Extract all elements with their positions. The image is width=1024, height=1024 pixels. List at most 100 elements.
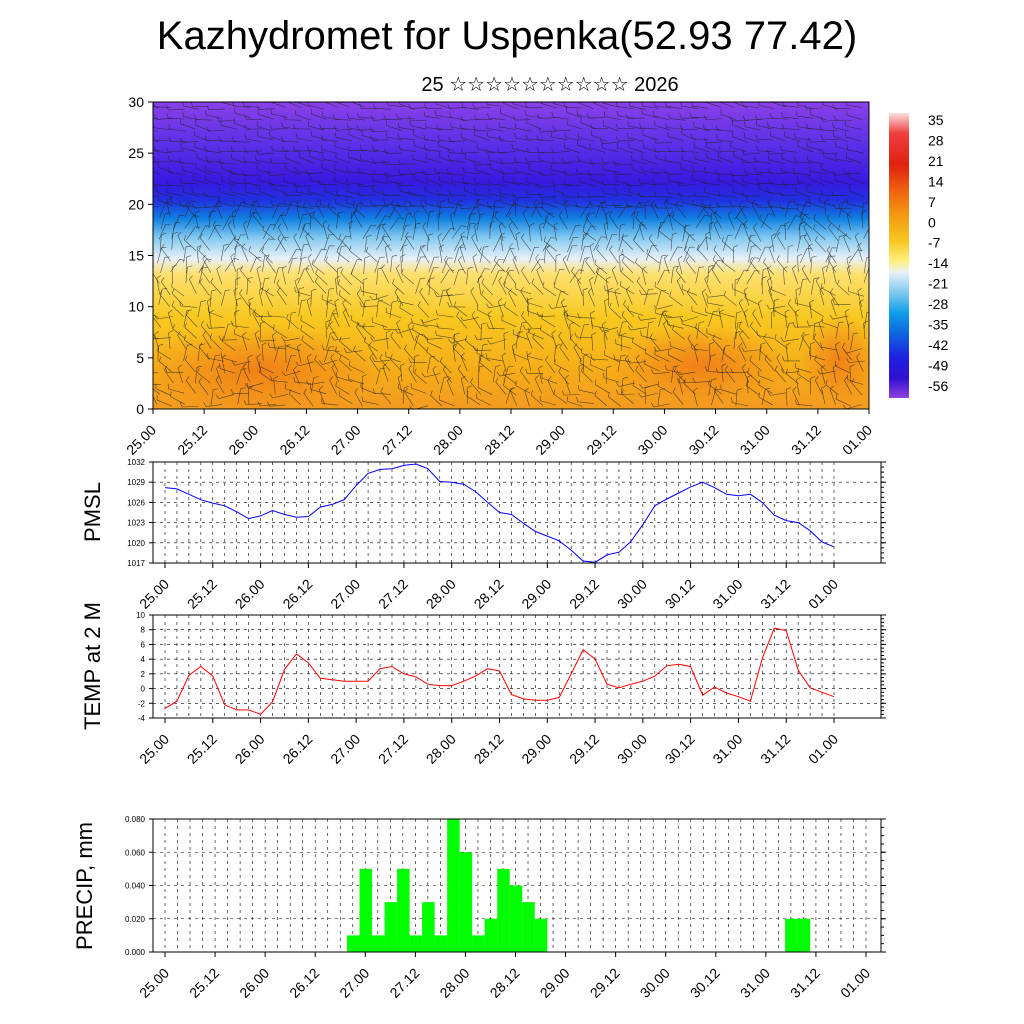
wind-barb	[843, 237, 851, 253]
wind-barb	[362, 135, 378, 140]
wind-barb-flag	[842, 404, 847, 409]
wind-barb-flag	[486, 201, 489, 207]
wind-barb	[821, 346, 838, 351]
wind-barb	[163, 369, 174, 384]
wind-barb	[657, 304, 673, 310]
colorbar-gradient	[889, 113, 909, 398]
wind-barb-flag	[396, 319, 401, 324]
wind-barb	[223, 324, 229, 340]
xsec-xtick-label: 27.12	[379, 422, 415, 458]
wind-barb-flag	[583, 353, 589, 356]
wind-barb	[478, 356, 480, 373]
wind-barb-flag	[704, 307, 707, 313]
wind-barb	[224, 238, 235, 252]
wind-barb-flag	[550, 131, 553, 137]
wind-barb-flag	[730, 368, 733, 373]
wind-barb-flag	[288, 389, 292, 395]
wind-barb-flag	[526, 177, 528, 183]
wind-barb-flag	[369, 126, 373, 132]
wind-barb	[498, 280, 507, 295]
wind-barb	[272, 215, 281, 230]
wind-barb	[590, 364, 606, 372]
wind-barb-flag	[613, 160, 616, 166]
wind-barb	[252, 215, 264, 228]
wind-barb	[760, 213, 769, 229]
wind-barb-flag	[473, 345, 476, 351]
wind-barb-flag	[626, 286, 631, 291]
wind-barb	[528, 151, 545, 154]
wind-barb-flag	[230, 388, 234, 394]
wind-barb	[488, 304, 505, 309]
wind-barb-flag	[194, 114, 197, 120]
wind-barb	[439, 247, 443, 264]
wind-barb-flag	[639, 289, 642, 295]
wind-barb	[749, 239, 762, 251]
wind-barb	[311, 113, 327, 120]
wind-barb	[337, 283, 351, 295]
wind-barb	[241, 246, 249, 262]
wind-barb	[503, 385, 517, 396]
wind-barb	[595, 384, 610, 394]
wind-barb	[243, 105, 260, 108]
wind-barb-flag	[295, 166, 297, 172]
wind-barb	[629, 105, 646, 110]
wind-barb	[738, 302, 747, 318]
wind-barb	[153, 205, 158, 208]
wind-barb	[615, 163, 632, 166]
wind-barb	[347, 171, 364, 174]
wind-barb	[538, 151, 555, 154]
wind-barb-flag	[498, 276, 503, 281]
wind-barb-flag	[594, 379, 597, 385]
wind-barb	[667, 127, 684, 129]
wind-barb	[797, 373, 811, 383]
wind-barb	[541, 377, 558, 384]
wind-barb	[771, 235, 775, 252]
wind-barb-flag	[479, 357, 482, 363]
wind-barb	[723, 295, 737, 306]
wind-barb-flag	[679, 317, 684, 322]
wind-barb	[642, 384, 658, 389]
wind-barb-flag	[622, 376, 628, 379]
wind-barb	[589, 279, 595, 296]
wind-barb-flag	[827, 214, 830, 220]
wind-barb	[157, 350, 172, 360]
wind-barb-flag	[204, 135, 207, 141]
wind-barb	[747, 377, 749, 394]
wind-barb-flag	[473, 160, 477, 166]
wind-barb	[641, 269, 647, 286]
wind-barb-flag	[679, 113, 682, 119]
wind-barb	[848, 291, 865, 297]
precip-bar	[797, 918, 811, 952]
wind-barb-flag	[417, 301, 421, 307]
wind-barb-flag	[480, 213, 486, 215]
wind-barb-flag	[200, 265, 204, 271]
wind-barb-flag	[420, 198, 424, 204]
xsec-xtick-label: 28.12	[481, 422, 517, 458]
wind-barb	[863, 228, 869, 239]
wind-barb	[308, 149, 325, 154]
wind-barb-flag	[706, 204, 712, 207]
wind-barb	[836, 398, 851, 407]
wind-barb-flag	[500, 232, 505, 236]
wind-barb-flag	[346, 122, 349, 128]
wind-barb-flag	[227, 220, 232, 225]
wind-barb-flag	[810, 376, 816, 379]
wind-barb	[182, 406, 199, 408]
wind-barb	[769, 152, 786, 155]
wind-barb-flag	[540, 325, 542, 331]
wind-barb	[501, 355, 507, 372]
wind-barb-flag	[678, 191, 682, 197]
wind-barb	[273, 378, 276, 395]
wind-barb-flag	[199, 278, 203, 283]
wind-barb-flag	[153, 333, 156, 339]
wind-barb	[515, 161, 532, 165]
wind-barb	[770, 392, 787, 396]
wind-barb-flag	[210, 277, 214, 283]
wind-barb	[361, 149, 378, 152]
wind-barb-flag	[512, 192, 515, 198]
wind-barb-flag	[170, 391, 172, 397]
wind-barb-flag	[658, 225, 661, 231]
colorbar-label: 35	[928, 112, 944, 128]
wind-barb	[221, 125, 237, 130]
wind-barb	[196, 247, 199, 264]
